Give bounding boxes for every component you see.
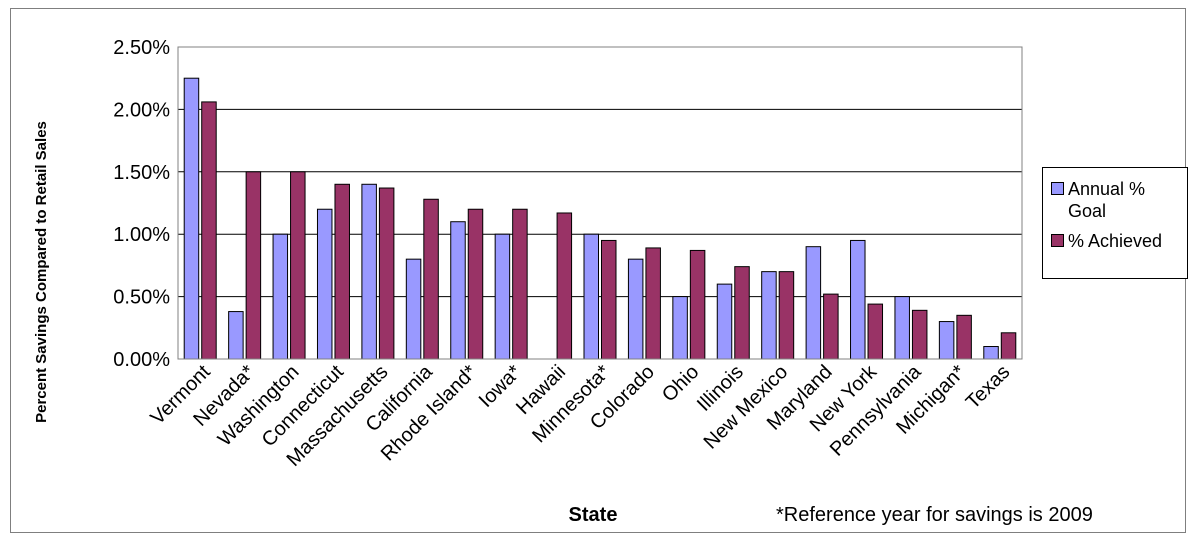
plot-area-border: [177, 46, 1023, 360]
bar-annual-goal: [361, 183, 377, 360]
bar-achieved: [512, 208, 528, 360]
legend-item-annual-goal: Annual % Goal: [1051, 178, 1178, 222]
bar-annual-goal: [494, 233, 511, 360]
y-axis-label: Percent Savings Compared to Retail Sales: [33, 121, 50, 423]
bar-annual-goal: [938, 321, 955, 360]
bar-annual-goal: [316, 208, 333, 360]
y-tick-label: 0.50%: [113, 287, 170, 309]
bar-achieved: [378, 187, 395, 360]
bar-achieved: [689, 249, 706, 360]
bar-annual-goal: [183, 77, 200, 360]
bar-achieved: [334, 183, 350, 360]
bar-achieved: [423, 198, 439, 360]
legend: Annual % Goal % Achieved: [1042, 167, 1188, 279]
bar-annual-goal: [716, 283, 733, 360]
bar-annual-goal: [405, 258, 422, 360]
bar-achieved: [778, 271, 795, 360]
y-tick-label: 2.00%: [113, 99, 170, 121]
bar-annual-goal: [983, 346, 999, 360]
legend-swatch-annual-goal: [1051, 182, 1064, 195]
bar-annual-goal: [228, 311, 244, 360]
bar-achieved: [734, 266, 750, 360]
reference-year-note: *Reference year for savings is 2009: [776, 504, 1093, 526]
bar-annual-goal: [627, 258, 644, 360]
y-tick-label: 1.50%: [113, 162, 170, 184]
bar-achieved: [823, 293, 839, 360]
bar-achieved: [956, 314, 972, 360]
bar-achieved: [245, 171, 262, 360]
y-tick-labels: 0.00% 0.50% 1.00% 1.50% 2.00% 2.50%: [113, 37, 170, 371]
bar-achieved: [556, 212, 573, 360]
legend-label-achieved: % Achieved: [1068, 231, 1163, 251]
bar-achieved: [601, 239, 617, 360]
x-tick-label: Texas: [962, 361, 1015, 414]
y-tick-label: 2.50%: [113, 37, 170, 59]
bar-achieved: [201, 101, 217, 360]
x-tick-labels: VermontNevada*WashingtonConnecticutMassa…: [147, 360, 1015, 471]
bar-achieved: [867, 303, 884, 360]
bar-achieved: [911, 309, 928, 360]
x-axis-label: State: [569, 504, 618, 526]
y-tick-label: 1.00%: [113, 224, 170, 246]
bar-annual-goal: [761, 271, 777, 360]
bar-annual-goal: [894, 296, 910, 360]
y-tick-label: 0.00%: [113, 349, 170, 371]
legend-swatch-achieved: [1051, 234, 1064, 247]
bar-annual-goal: [850, 239, 866, 360]
bar-achieved: [467, 208, 484, 360]
bar-annual-goal: [583, 233, 599, 360]
bar-annual-goal: [272, 233, 289, 360]
bars: [183, 77, 1017, 360]
legend-item-achieved: % Achieved: [1051, 230, 1178, 252]
bar-annual-goal: [805, 246, 822, 360]
bar-achieved: [645, 247, 661, 360]
bar-annual-goal: [672, 296, 688, 360]
legend-label-annual-goal: Annual % Goal: [1068, 179, 1146, 221]
bar-annual-goal: [450, 221, 466, 360]
bar-achieved: [290, 171, 306, 360]
bar-achieved: [1000, 332, 1017, 360]
